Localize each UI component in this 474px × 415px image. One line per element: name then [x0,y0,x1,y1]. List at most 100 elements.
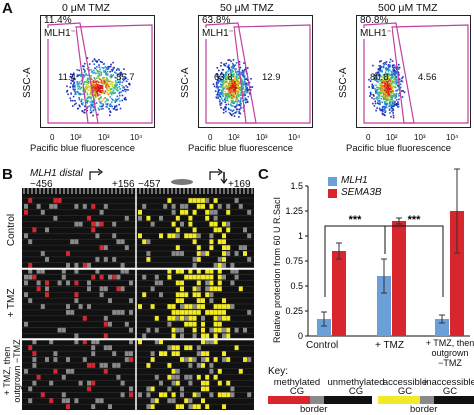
key-bar-unmethylated [324,396,372,404]
key-border-label-1: border [300,404,328,415]
y-tick-label: 0.75 [285,256,303,266]
key-bar-border-2 [420,396,434,404]
flow-plot-2: 500 μM TMZ 80.8% MLH1⁻ 80.8 4.56 SSC-A 0 10² 10³… [338,2,474,162]
legend-swatch-mlh1 [328,177,337,186]
y-tick-label: 0.5 [290,281,303,291]
bar-category-control: Control [306,340,339,351]
tss-arrow-left [89,171,100,180]
pos-left-start: −456 [30,179,53,190]
key-accessible: accessible GC [382,377,428,397]
significance-bracket [384,225,444,297]
bar-category-outgrown: + TMZ, then outgrown −TMZ [425,338,474,368]
flow-xlabel: Pacific blue fluorescence [188,143,294,154]
bar-chart: 0 0.25 0.5 0.75 1 1.25 1.5 *** *** [285,168,470,341]
error-bar [396,217,402,225]
key-methylated: methylated CG [273,377,321,397]
legend-label-mlh1: MLH1 [341,175,368,186]
bar-category-tmz: + TMZ [375,340,404,351]
y-tick-label: 0.25 [285,306,303,316]
key-border-label-2: border [410,404,438,415]
flow-xlabel: Pacific blue fluorescence [346,143,452,154]
right-gate-value: 4.56 [418,72,437,83]
x-tick: 10⁴ [288,133,301,142]
pos-right-end: +169 [228,179,251,190]
x-tick: 10³ [98,133,110,142]
left-gate-value: 80.8 [370,72,389,83]
bar-mlh1-0 [317,319,331,336]
row-label-control: Control [6,213,17,247]
flow-scatter [40,15,155,128]
key-bar-accessible [378,396,420,404]
y-tick-label: 1.25 [285,206,303,216]
legend-label-sema3b: SEMA3B [341,187,382,198]
x-tick: 0 [366,133,371,142]
error-bar [454,168,460,254]
key-bar-border-1 [310,396,324,404]
error-bar [439,314,445,324]
gate-mlh1-positive [233,24,311,124]
flow-ylabel: SSC-A [180,67,191,98]
flow-ylabel: SSC-A [338,67,349,98]
gate-mlh1-negative [47,22,99,124]
row-label-outgrown: + TMZ, then outgrown −TMZ [2,339,22,403]
pos-right-start: −457 [138,179,161,190]
methylation-footprint-grid [22,188,254,410]
x-tick: 10³ [256,133,268,142]
x-tick: 0 [208,133,213,142]
key-title: Key: [268,366,289,377]
left-gate-value: 63.8 [214,72,233,83]
flow-plot-1: 50 μM TMZ 63.8% MLH1⁻ 63.8 12.9 SSC-A 0 10² 10³ 1… [180,2,320,162]
y-tick-label: 0 [298,331,303,341]
y-tick-label: 1 [298,231,303,241]
gate-mlh1-positive [391,24,469,124]
row-label-outgrown-wrap: + TMZ, then outgrown −TMZ [0,338,22,408]
key-bar-methylated [268,396,310,404]
gate-mlh1-negative [363,22,415,124]
x-tick: 10² [70,133,82,142]
nucleosome-oval [171,179,193,185]
flow-plot-title: 0 μM TMZ [62,2,110,14]
gate-mlh1-positive [75,24,153,124]
key-color-bars [268,396,474,404]
key-unmethylated: unmethylated CG [327,377,385,397]
error-bar [381,258,387,294]
panel-a-letter: A [2,0,13,17]
error-bar [336,242,342,260]
x-tick: 10² [228,133,240,142]
bar-mlh1-2 [435,319,449,336]
panel-c-letter: C [258,166,269,183]
corner-pct: 11.4% [44,15,72,26]
right-gate-value: 85.7 [116,72,135,83]
gate-label: MLH1⁻ [202,28,234,39]
key-inaccessible: inaccessible GC [424,377,474,397]
bar-mlh1-1 [377,276,391,336]
right-gate-value: 12.9 [262,72,281,83]
bar-sema3b-0 [332,251,346,336]
y-tick-label: 1.5 [290,181,303,191]
x-tick: 10⁴ [446,133,459,142]
gate-label: MLH1⁻ [360,28,392,39]
x-tick: 0 [50,133,55,142]
left-gate-value: 11.4 [58,72,76,83]
promoter-annotation [89,168,228,185]
flow-plot-title: 500 μM TMZ [378,2,438,14]
flow-scatter [198,15,313,128]
x-tick: 10³ [414,133,426,142]
row-label-tmz: + TMZ [6,288,17,318]
bar-sema3b-2 [450,211,464,336]
pos-left-end: +156 [112,179,135,190]
tss-arrow-right [209,171,220,180]
error-bar [321,311,327,327]
gate-label: MLH1⁻ [44,28,76,39]
panel-b-letter: B [2,166,13,183]
significance-stars: *** [349,214,363,226]
significance-stars: *** [408,214,422,226]
corner-pct: 80.8% [360,15,389,26]
x-tick: 10⁴ [130,133,143,142]
key-bar-inaccessible [434,396,474,404]
flow-xlabel: Pacific blue fluorescence [30,143,136,154]
corner-pct: 63.8% [202,15,231,26]
x-tick: 10² [386,133,398,142]
flow-ylabel: SSC-A [22,67,33,98]
gate-mlh1-negative [205,22,257,124]
